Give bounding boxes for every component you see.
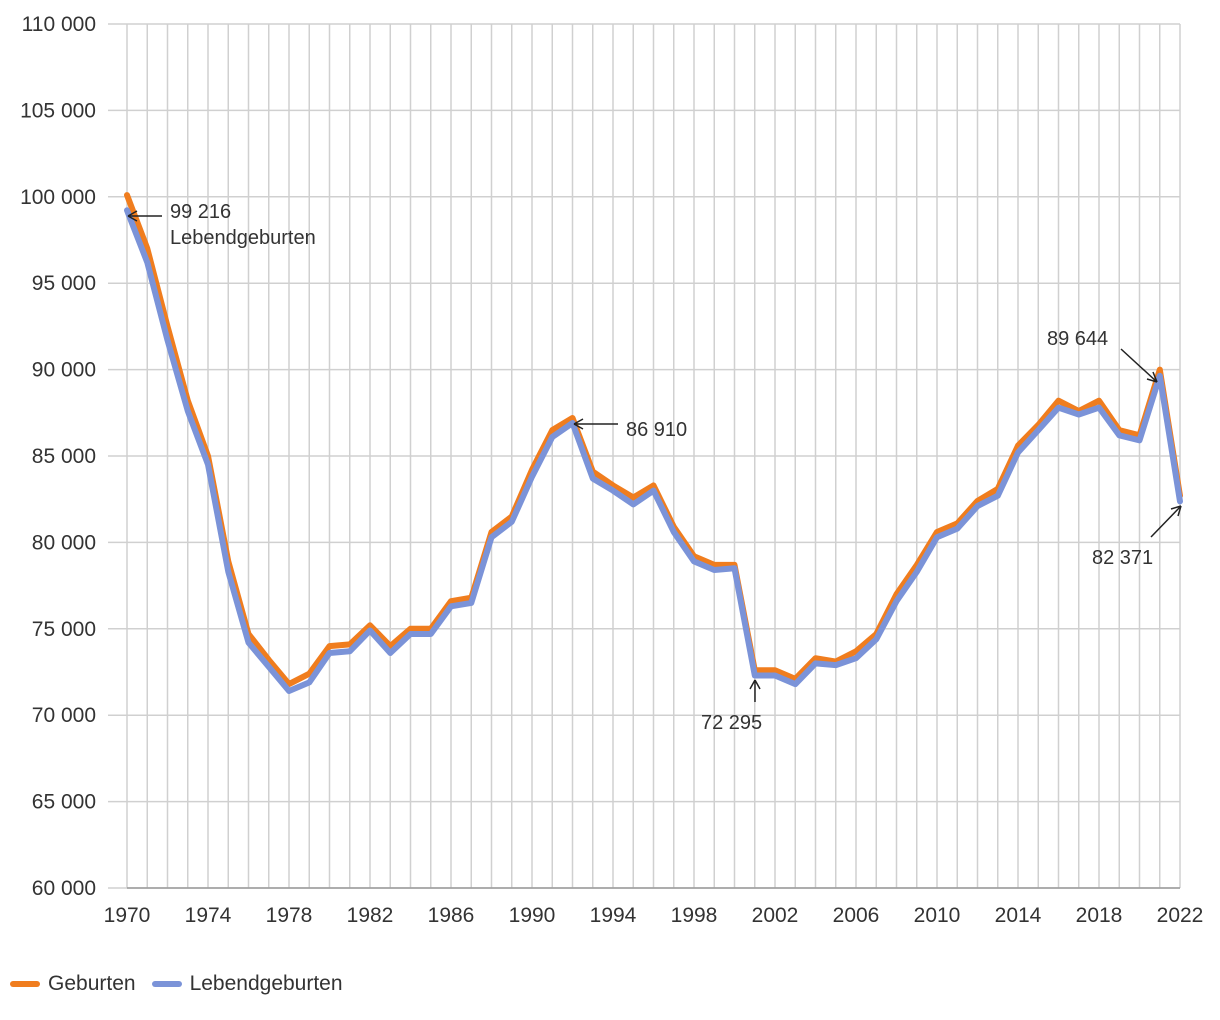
- x-tick-label-1990: 1990: [509, 904, 556, 927]
- annotation-2021-arrowhead: [1146, 371, 1158, 383]
- x-tick-label-1974: 1974: [185, 904, 232, 927]
- annotation-2022-arrow: [1150, 505, 1182, 538]
- y-tick-label: 60 000: [32, 877, 96, 900]
- y-tick-label: 80 000: [32, 531, 96, 554]
- annotation-2021-value: 89 644: [1047, 328, 1108, 350]
- y-tick-label: 105 000: [20, 99, 96, 122]
- x-tick-label-2002: 2002: [752, 904, 799, 927]
- annotation-1970-arrowhead: [127, 210, 138, 222]
- annotation-1970: 99 216 Lebendgeburten: [127, 201, 316, 249]
- legend-swatch-geburten: [10, 981, 40, 987]
- y-tick-label: 85 000: [32, 445, 96, 468]
- y-tick-label: 90 000: [32, 359, 96, 382]
- x-tick-label-2010: 2010: [914, 904, 961, 927]
- x-tick-label-1994: 1994: [590, 904, 637, 927]
- annotation-1970-label: Lebendgeburten: [170, 227, 316, 249]
- x-tick-label-2022: 2022: [1157, 904, 1204, 927]
- y-tick-label: 95 000: [32, 272, 96, 295]
- annotation-2001-arrowhead: [749, 679, 761, 690]
- legend-label-lebendgeburten: Lebendgeburten: [189, 972, 343, 995]
- horizontal-gridlines: [108, 23, 1180, 889]
- annotation-1992-arrowhead: [573, 418, 584, 430]
- x-tick-label-2014: 2014: [995, 904, 1042, 927]
- legend-item-lebendgeburten[interactable]: Lebendgeburten: [151, 972, 343, 996]
- y-axis-tick-labels: 60 000 65 000 70 000 75 000 80 000 85 000 90 0…: [20, 13, 96, 900]
- legend-swatch-lebendgeburten: [151, 981, 182, 987]
- annotation-2022-value: 82 371: [1092, 547, 1153, 569]
- annotation-2021-arrow: [1120, 348, 1158, 383]
- annotation-1992: 86 910: [573, 418, 687, 441]
- annotation-2021: 89 644: [1047, 328, 1158, 383]
- annotation-2022-arrowhead: [1170, 505, 1182, 517]
- annotation-1970-value: 99 216: [170, 201, 231, 223]
- annotation-1992-value: 86 910: [626, 419, 687, 441]
- y-tick-label: 65 000: [32, 791, 96, 814]
- y-tick-label: 100 000: [20, 186, 96, 209]
- y-tick-label: 110 000: [22, 13, 96, 36]
- x-tick-label-1986: 1986: [428, 904, 475, 927]
- x-tick-label-2006: 2006: [833, 904, 880, 927]
- series-lines: [124, 192, 1183, 694]
- series-line-lebendgeburten: [124, 207, 1183, 694]
- legend-label-geburten: Geburten: [48, 972, 136, 995]
- legend: Geburten Lebendgeburten: [10, 972, 359, 996]
- x-tick-label-1982: 1982: [347, 904, 394, 927]
- legend-item-geburten[interactable]: Geburten: [10, 972, 136, 996]
- annotation-2001-value: 72 295: [701, 712, 762, 734]
- annotations: 99 216 Lebendgeburten 86 910 72 295 89 6…: [127, 201, 1182, 734]
- x-tick-label-1978: 1978: [266, 904, 313, 927]
- x-tick-label-2018: 2018: [1076, 904, 1123, 927]
- annotation-2001: 72 295: [701, 679, 762, 734]
- y-tick-label: 75 000: [32, 618, 96, 641]
- y-tick-label: 70 000: [32, 704, 96, 727]
- x-tick-label-1998: 1998: [671, 904, 718, 927]
- annotation-2022: 82 371: [1092, 505, 1182, 569]
- x-axis-tick-labels: 1970 1974 1978 1982 1986 1990 1994 1998 2002 2006…: [104, 904, 1204, 927]
- x-tick-label-1970: 1970: [104, 904, 151, 927]
